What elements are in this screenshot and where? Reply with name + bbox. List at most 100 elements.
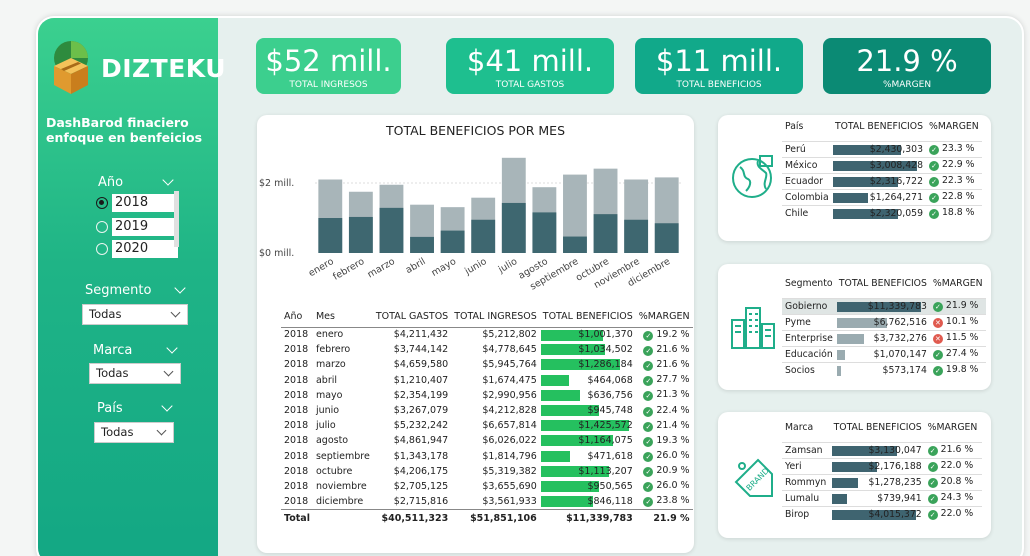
table-header: Año Mes TOTAL GASTOS TOTAL INGRESOS TOTA… xyxy=(281,307,693,328)
table-row[interactable]: 2018 enero $4,211,432 $5,212,802 $1,001,370 ✓… xyxy=(284,328,690,341)
brand-select[interactable]: Todas xyxy=(89,363,181,384)
beneficio-bar xyxy=(832,176,898,187)
check-icon: ✓ xyxy=(643,497,654,508)
table-row[interactable]: 2018 septiembre $1,343,178 $1,814,796 $471,6… xyxy=(284,450,690,463)
month-table: Año Mes TOTAL GASTOS TOTAL INGRESOS TOTA… xyxy=(281,307,693,527)
table-header: Marca TOTAL BENEFICIOS %MARGEN xyxy=(785,422,978,433)
table-row[interactable]: Pyme $6,762,516 ✕ 10.1 % xyxy=(782,313,986,330)
table-row[interactable]: Socios $573,174 ✓ 19.8 % xyxy=(782,361,986,378)
bar-background[interactable] xyxy=(563,174,587,253)
check-icon: ✓ xyxy=(643,436,654,447)
beneficio-bar xyxy=(540,465,610,477)
bar-beneficio-julio[interactable] xyxy=(501,202,526,253)
check-icon: ✓ xyxy=(932,302,943,312)
y-tick-label: $2 mill. xyxy=(259,178,294,189)
bar-beneficio-marzo[interactable] xyxy=(379,207,404,253)
bar-beneficio-octubre[interactable] xyxy=(593,214,618,253)
bar-beneficio-septiembre[interactable] xyxy=(563,236,587,253)
bar-beneficio-diciembre[interactable] xyxy=(654,223,679,253)
beneficio-bar xyxy=(836,301,921,312)
table-row[interactable]: 2018 julio $5,232,242 $6,657,814 $1,425,572 ✓… xyxy=(284,419,690,432)
table-row[interactable]: Lumalu $739,941 ✓ 24.3 % xyxy=(782,489,982,506)
x-tick-label: junio xyxy=(462,256,489,278)
chevron-down-icon xyxy=(163,366,174,377)
table-row[interactable]: Yeri $2,176,188 ✓ 22.0 % xyxy=(782,457,982,474)
beneficio-bar xyxy=(540,480,600,492)
table-row[interactable]: Rommyn $1,278,235 ✓ 20.8 % xyxy=(782,473,982,490)
chevron-down-icon[interactable] xyxy=(162,174,174,186)
buildings-icon xyxy=(731,307,775,349)
kpi-margen: 21.9 % %MARGEN xyxy=(823,38,991,94)
check-icon: ✓ xyxy=(932,366,943,377)
table-header: Segmento TOTAL BENEFICIOS %MARGEN xyxy=(785,278,983,289)
table-row[interactable]: 2018 octubre $4,206,175 $5,319,382 $1,113,20… xyxy=(284,465,690,478)
table-row[interactable]: Zamsan $3,130,047 ✓ 21.6 % xyxy=(782,441,982,458)
year-scrollbar[interactable] xyxy=(174,191,179,247)
table-row[interactable]: 2018 mayo $2,354,199 $2,990,956 $636,756 ✓ 21.… xyxy=(284,389,690,402)
beneficio-bar xyxy=(540,359,621,371)
bar-beneficio-noviembre[interactable] xyxy=(624,219,649,253)
globe-icon xyxy=(732,155,773,198)
beneficio-bar xyxy=(831,445,898,456)
beneficio-bar xyxy=(836,333,865,344)
beneficio-bar xyxy=(540,374,570,386)
chevron-down-icon[interactable] xyxy=(161,400,173,412)
table-row[interactable]: Ecuador $2,316,722 ✓ 22.3 % xyxy=(782,172,982,189)
table-row[interactable]: 2018 abril $1,210,407 $1,674,475 $464,068 ✓ 27… xyxy=(284,374,690,387)
table-row[interactable]: 2018 febrero $3,744,142 $4,778,645 $1,034,50… xyxy=(284,343,690,356)
x-tick-label: abril xyxy=(404,256,428,276)
table-row[interactable]: Birop $4,015,372 ✓ 22.0 % xyxy=(782,505,982,522)
x-tick-label: marzo xyxy=(366,256,397,281)
table-header: País TOTAL BENEFICIOS %MARGEN xyxy=(785,121,979,132)
kpi-total-gastos: $41 mill. TOTAL GASTOS xyxy=(446,38,614,94)
bar-beneficio-mayo[interactable] xyxy=(440,230,465,253)
table-row[interactable]: 2018 junio $3,267,079 $4,212,828 $945,748 ✓ 22… xyxy=(284,404,690,417)
bar-beneficio-febrero[interactable] xyxy=(348,216,373,253)
beneficio-bar xyxy=(832,160,917,171)
table-row[interactable]: Gobierno $11,339,783 ✓ 21.9 % xyxy=(782,297,986,314)
table-row[interactable]: Perú $2,430,303 ✓ 23.3 % xyxy=(782,140,982,157)
beneficio-bar xyxy=(540,496,593,508)
radio-icon[interactable] xyxy=(96,221,108,233)
cross-icon: ✕ xyxy=(932,318,943,328)
y-tick-label: $0 mill. xyxy=(259,248,294,259)
beneficio-bar xyxy=(831,461,878,472)
check-icon: ✓ xyxy=(643,345,654,356)
x-tick-label: mayo xyxy=(430,256,459,279)
beneficio-bar xyxy=(540,450,570,462)
table-row[interactable]: 2018 noviembre $2,705,125 $3,655,690 $950,56… xyxy=(284,480,690,493)
check-icon: ✓ xyxy=(643,376,654,387)
radio-selected-icon[interactable] xyxy=(96,197,108,209)
table-row[interactable]: 2018 diciembre $2,715,816 $3,561,933 $846,11… xyxy=(284,495,690,508)
table-row[interactable]: 2018 agosto $4,861,947 $6,026,022 $1,164,075… xyxy=(284,434,690,447)
beneficio-bar xyxy=(831,509,916,520)
check-icon: ✓ xyxy=(643,406,654,417)
chevron-down-icon[interactable] xyxy=(166,342,178,354)
beneficio-bar xyxy=(540,389,581,401)
bar-beneficio-enero[interactable] xyxy=(318,218,343,253)
check-icon: ✓ xyxy=(643,467,654,478)
table-total-row: Total $40,511,323 $51,851,106 $11,339,78… xyxy=(281,508,693,527)
table-row[interactable]: México $3,008,428 ✓ 22.9 % xyxy=(782,156,982,173)
table-row[interactable]: 2018 marzo $4,659,580 $5,945,764 $1,286,184 ✓… xyxy=(284,358,690,371)
table-row[interactable]: Colombia $1,264,271 ✓ 22.8 % xyxy=(782,188,982,205)
radio-icon[interactable] xyxy=(96,243,108,255)
country-select[interactable]: Todas xyxy=(94,422,174,443)
check-icon: ✓ xyxy=(643,360,654,371)
bar-beneficio-junio[interactable] xyxy=(471,219,496,253)
check-icon: ✓ xyxy=(932,350,943,360)
country-card: País TOTAL BENEFICIOS %MARGEN Perú $2,430… xyxy=(718,115,991,241)
table-row[interactable]: Educación $1,070,147 ✓ 27.4 % xyxy=(782,345,986,362)
chevron-down-icon[interactable] xyxy=(174,282,186,294)
table-row[interactable]: Enterprise $3,732,276 ✕ 11.5 % xyxy=(782,329,986,346)
chart-title: TOTAL BENEFICIOS POR MES xyxy=(385,123,566,138)
beneficio-bar xyxy=(540,329,603,341)
beneficio-bar xyxy=(836,349,845,360)
bar-beneficio-abril[interactable] xyxy=(410,236,434,253)
segment-select[interactable]: Todas xyxy=(82,304,188,325)
table-row[interactable]: Chile $2,320,059 ✓ 18.8 % xyxy=(782,204,982,221)
brand-card: BRAND Marca TOTAL BENEFICIOS %MARGEN Zam… xyxy=(718,412,991,538)
check-icon: ✓ xyxy=(929,209,940,220)
country-filter-label: País xyxy=(97,401,123,416)
bar-beneficio-agosto[interactable] xyxy=(532,212,557,253)
